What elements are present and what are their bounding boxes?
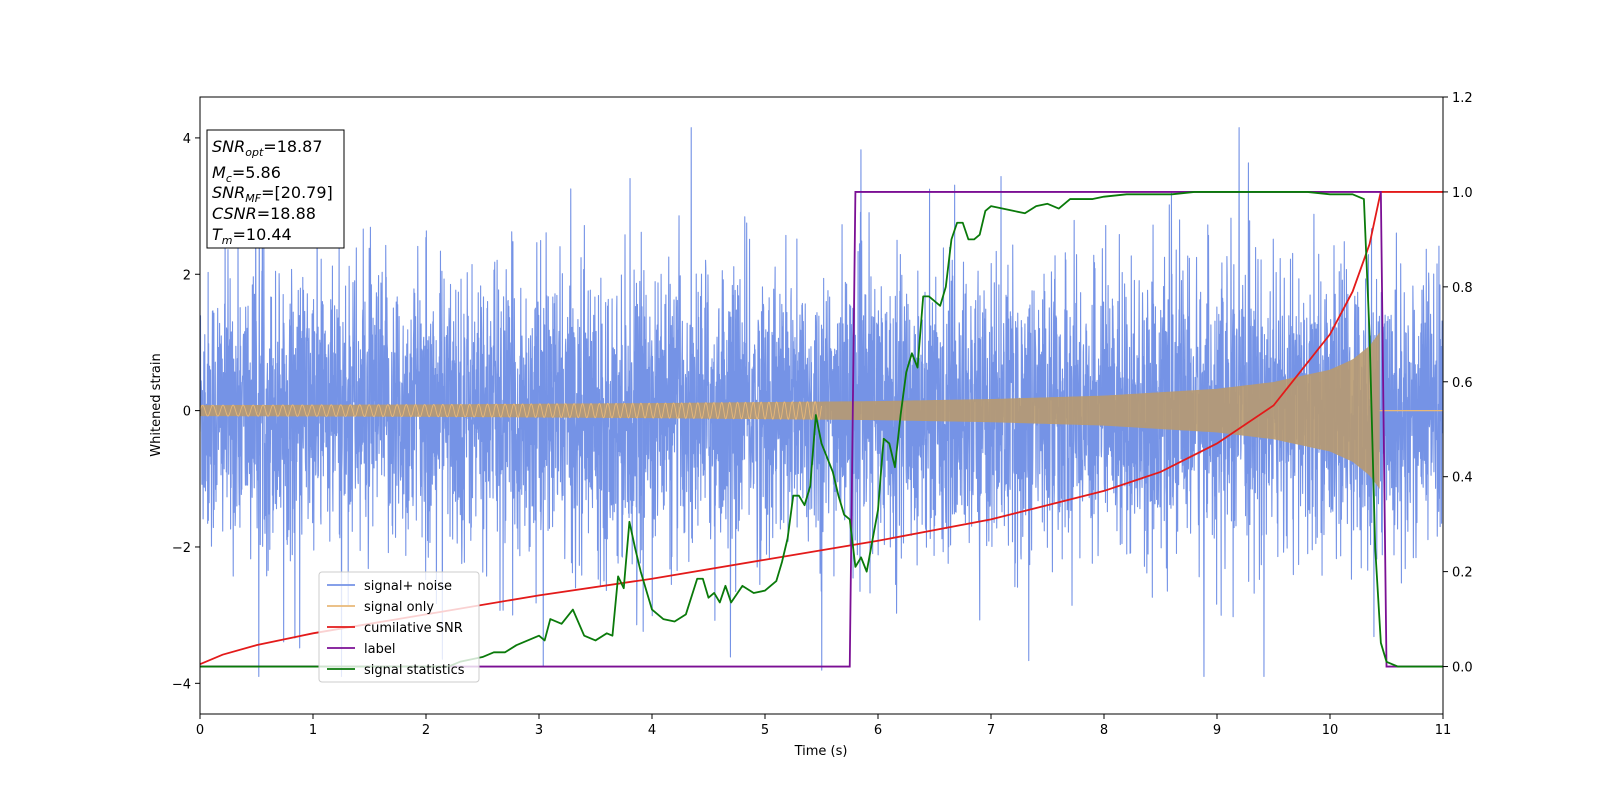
y-right-tick-label: 0.0 [1452, 661, 1473, 676]
y-right-tick-label: 1.2 [1452, 91, 1473, 106]
plot-layer [200, 127, 1443, 678]
plot-frame [199, 96, 1444, 715]
y-right-tick-label: 0.6 [1452, 376, 1473, 391]
x-tick-label: 2 [422, 723, 430, 738]
info-box-frame [206, 129, 345, 249]
y-right-tick-label: 0.4 [1452, 471, 1473, 486]
x-tick-label: 1 [309, 723, 317, 738]
legend-label-label: label [364, 642, 395, 657]
series-signal-statistics [200, 191, 1443, 668]
x-axis-label: Time (s) [794, 744, 848, 759]
series-signal-only [200, 401, 822, 421]
legend-label-signal-noise: signal+ noise [364, 579, 452, 594]
x-axis: 0 1 2 3 4 5 6 7 8 9 10 11 [196, 714, 1451, 738]
x-tick-label: 0 [196, 723, 204, 738]
series-signal-noise [200, 127, 1443, 678]
y-right-tick-label: 1.0 [1452, 186, 1473, 201]
y-axis-left: −4 −2 0 2 4 [172, 132, 200, 692]
y-left-tick-label: −2 [172, 541, 191, 556]
legend-frame [318, 571, 480, 683]
info-mc: Mc=5.86 [212, 163, 281, 185]
x-tick-label: 3 [535, 723, 543, 738]
info-snr-mf: SNRMF=[20.79] [212, 183, 333, 205]
y-axis-right: 0.0 0.2 0.4 0.6 0.8 1.0 1.2 [1443, 91, 1473, 676]
x-tick-label: 5 [761, 723, 769, 738]
legend: signal+ noise signal only cumilative SNR… [318, 571, 480, 683]
y-left-tick-label: 2 [183, 268, 191, 283]
info-snr-opt: SNRopt=18.87 [212, 137, 323, 159]
legend-label-signal-statistics: signal statistics [364, 663, 465, 678]
x-tick-label: 10 [1322, 723, 1339, 738]
y-right-tick-label: 0.8 [1452, 281, 1473, 296]
legend-label-cumilative-snr: cumilative SNR [364, 621, 463, 636]
y-left-tick-label: −4 [172, 677, 191, 692]
info-box: SNRopt=18.87 Mc=5.86 SNRMF=[20.79] CSNR=… [206, 129, 345, 249]
legend-label-signal-only: signal only [364, 600, 434, 615]
y-left-tick-label: 4 [183, 132, 191, 147]
x-tick-label: 7 [987, 723, 995, 738]
x-tick-label: 9 [1213, 723, 1221, 738]
x-tick-label: 11 [1435, 723, 1452, 738]
y-axis-label: Whitened strain [149, 353, 164, 456]
x-tick-label: 8 [1100, 723, 1108, 738]
info-csnr: CSNR=18.88 [212, 204, 316, 223]
x-tick-label: 6 [874, 723, 882, 738]
y-left-tick-label: 0 [183, 405, 191, 420]
y-right-tick-label: 0.2 [1452, 566, 1473, 581]
x-tick-label: 4 [648, 723, 656, 738]
info-tm: Tm=10.44 [212, 225, 292, 247]
